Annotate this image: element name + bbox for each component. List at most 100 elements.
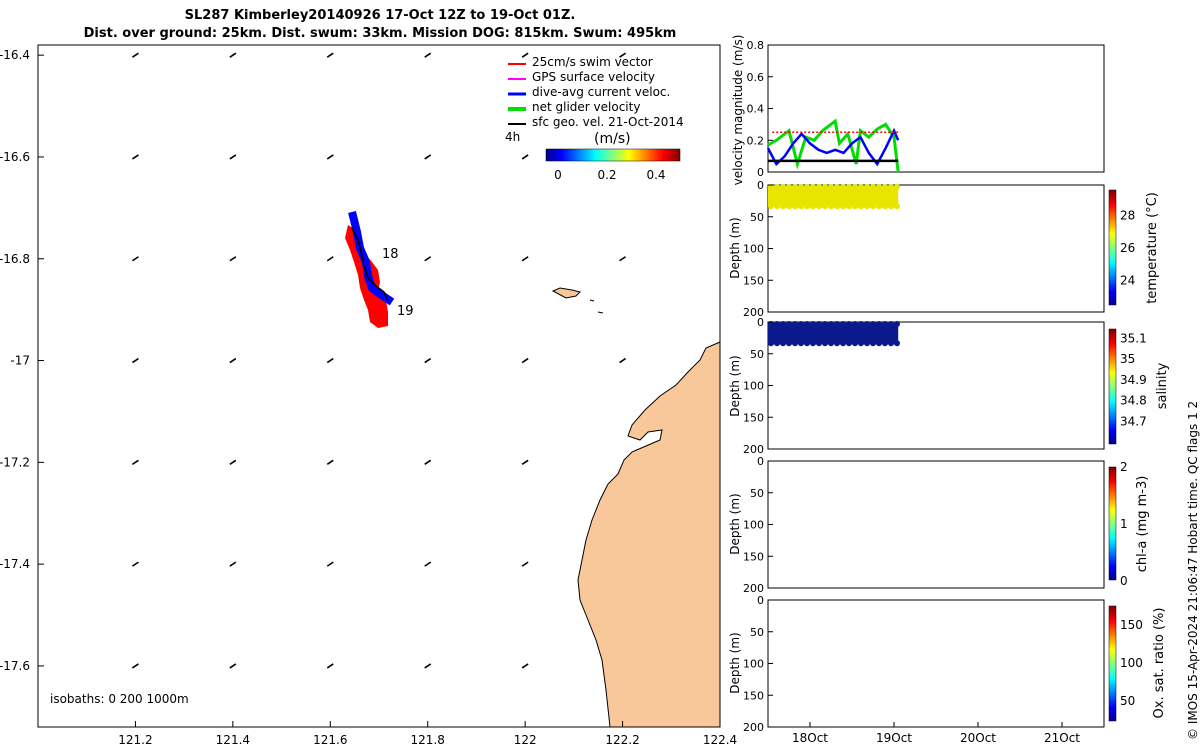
temperature-y-ticks: 0 50 100 150 200 bbox=[743, 179, 773, 319]
map-legend: 25cm/s swim vector GPS surface velocity … bbox=[505, 55, 684, 182]
profile-bottom-point bbox=[786, 340, 792, 347]
chla-ylabel: Depth (m) bbox=[728, 493, 742, 554]
legend-label-swim: 25cm/s swim vector bbox=[532, 55, 653, 69]
profile-bottom-point bbox=[792, 203, 798, 210]
profile-bottom-point bbox=[882, 340, 888, 347]
profile-bottom-point bbox=[786, 203, 792, 210]
salinity-colorbar-ticks: 34.7 34.8 34.9 35 35.1 bbox=[1120, 331, 1147, 428]
profile-surface-point bbox=[834, 321, 840, 327]
colorbar-tick-label: 34.8 bbox=[1120, 394, 1147, 408]
profile-bottom-point bbox=[834, 203, 840, 210]
temperature-ylabel: Depth (m) bbox=[728, 217, 742, 278]
profile-bottom-point bbox=[810, 340, 816, 347]
isobaths-label: isobaths: 0 200 1000m bbox=[50, 692, 189, 706]
velocity-ylabel: velocity magnitude (m/s) bbox=[731, 35, 745, 186]
profile-surface-point bbox=[828, 321, 834, 327]
profile-surface-point bbox=[834, 184, 840, 190]
geo-arrow bbox=[326, 256, 334, 262]
geo-arrow bbox=[521, 256, 529, 262]
profile-bottom-point bbox=[828, 203, 834, 210]
time-x-tick-label: 18Oct bbox=[792, 731, 828, 745]
profile-bottom-point bbox=[852, 340, 858, 347]
profile-surface-point bbox=[804, 321, 810, 327]
oxygen-axes-box bbox=[767, 599, 1105, 728]
map-colorbar-tick-2: 0.4 bbox=[646, 168, 665, 182]
geo-arrow bbox=[326, 357, 334, 364]
profile-surface-point bbox=[888, 321, 894, 327]
colorbar-tick-label: 100 bbox=[1120, 656, 1143, 670]
profile-bottom-point bbox=[792, 340, 798, 347]
depth-y-tick-label: 200 bbox=[743, 582, 764, 595]
land-mass bbox=[577, 341, 721, 728]
track-line bbox=[351, 227, 389, 301]
salinity-data bbox=[768, 321, 900, 347]
profile-bottom-point bbox=[822, 203, 828, 210]
profile-bottom-point bbox=[858, 340, 864, 347]
profile-bottom-point bbox=[804, 340, 810, 347]
colorbar-tick-label: 1 bbox=[1120, 517, 1128, 531]
colorbar-tick-label: 2 bbox=[1120, 460, 1128, 474]
profile-surface-point bbox=[774, 184, 780, 190]
geo-arrow bbox=[326, 154, 334, 160]
velocity-series bbox=[766, 118, 900, 173]
island-1 bbox=[551, 287, 581, 299]
time-x-tick-label: 19Oct bbox=[876, 731, 912, 745]
time-x-tick-label: 20Oct bbox=[960, 731, 996, 745]
glider-track: 18 19 bbox=[345, 211, 414, 328]
profile-bottom-point bbox=[816, 340, 822, 347]
geo-arrow bbox=[326, 561, 334, 567]
profile-surface-point bbox=[810, 321, 816, 327]
profile-surface-point bbox=[780, 321, 786, 327]
legend-label-net: net glider velocity bbox=[532, 100, 640, 114]
geo-arrow bbox=[326, 663, 334, 669]
profile-bottom-point bbox=[876, 340, 882, 347]
geo-arrow bbox=[521, 52, 529, 58]
chart-title: SL287 Kimberley20140926 17-Oct 12Z to 19… bbox=[184, 8, 576, 23]
velocity-y-tick-label: 0 bbox=[757, 166, 764, 179]
velocity-series-line-1 bbox=[766, 127, 900, 167]
geo-arrow bbox=[521, 357, 529, 364]
profile-surface-point bbox=[858, 321, 864, 327]
profile-bottom-point bbox=[876, 203, 882, 210]
profile-surface-point bbox=[876, 184, 882, 190]
legend-label-current: dive-avg current veloc. bbox=[532, 85, 670, 99]
profile-bottom-point bbox=[846, 340, 852, 347]
geo-arrow bbox=[131, 663, 139, 669]
profile-bottom-point bbox=[894, 340, 900, 347]
profile-surface-point bbox=[774, 321, 780, 327]
map-x-tick-label: 122 bbox=[514, 733, 537, 747]
chla-colorbar-label: chl-a (mg m-3) bbox=[1135, 476, 1150, 573]
geo-arrow bbox=[521, 663, 529, 669]
time-x-tick-label: 21Oct bbox=[1044, 731, 1080, 745]
profile-bottom-point bbox=[810, 203, 816, 210]
temperature-colorbar bbox=[1108, 189, 1117, 306]
profile-bottom-point bbox=[888, 203, 894, 210]
geo-arrow bbox=[229, 663, 237, 669]
oxygen-colorbar-label: Ox. sat. ratio (%) bbox=[1152, 608, 1167, 719]
geo-arrow bbox=[229, 256, 237, 262]
map-x-tick-label: 122.2 bbox=[605, 733, 639, 747]
profile-surface-point bbox=[888, 184, 894, 190]
temperature-colorbar-ticks: 24 26 28 bbox=[1120, 208, 1135, 287]
oxygen-ylabel: Depth (m) bbox=[728, 632, 742, 693]
map-y-ticks: -16.4 -16.6 -16.8 -17 -17.2 -17.4 -17.6 bbox=[0, 48, 44, 673]
profile-bottom-point bbox=[798, 340, 804, 347]
profile-surface-point bbox=[840, 184, 846, 190]
geo-arrow bbox=[229, 52, 237, 58]
map-x-ticks: 121.2 121.4 121.6 121.8 122 122.2 122.4 bbox=[118, 721, 737, 747]
colorbar-tick-label: 35 bbox=[1120, 352, 1135, 366]
profile-surface-point bbox=[798, 321, 804, 327]
profile-surface-point bbox=[882, 321, 888, 327]
profile-bottom-point bbox=[870, 340, 876, 347]
island-2 bbox=[589, 299, 604, 314]
depth-y-tick-label: 100 bbox=[743, 380, 764, 393]
geo-velocity-arrows bbox=[131, 52, 627, 669]
profile-surface-point bbox=[816, 184, 822, 190]
profile-data-fill bbox=[768, 323, 899, 345]
profile-surface-point bbox=[870, 184, 876, 190]
legend-label-geo: sfc geo. vel. 21-Oct-2014 bbox=[532, 115, 684, 129]
profile-surface-point bbox=[870, 321, 876, 327]
profile-surface-point bbox=[852, 321, 858, 327]
geo-arrow bbox=[229, 357, 237, 364]
